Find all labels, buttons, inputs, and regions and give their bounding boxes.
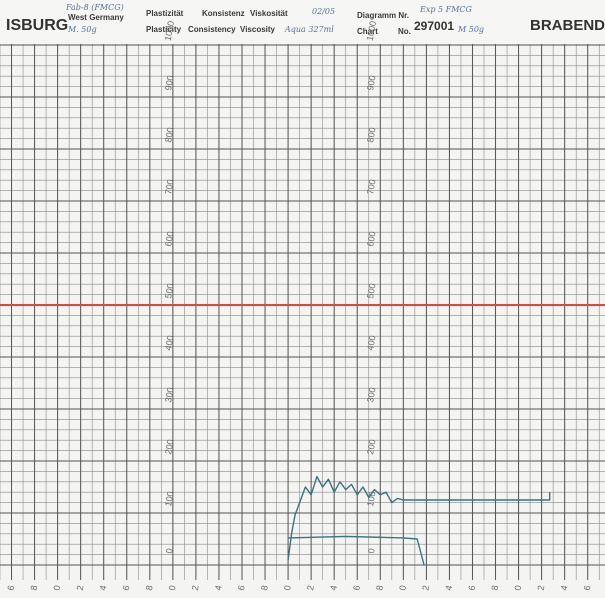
plasticity-de: Plastizität — [146, 9, 184, 18]
viscosity-en: Viscosity — [240, 25, 276, 34]
water: Aqua 327ml — [284, 25, 334, 34]
date: 02/05 — [312, 7, 335, 16]
chart-no-de: Diagramm Nr. — [357, 11, 409, 20]
viscosity-de: Viskosität — [250, 9, 288, 18]
experiment: Exp 5 FMCG — [419, 5, 473, 14]
consistency-en: Consistency — [188, 25, 236, 34]
paper — [0, 0, 605, 598]
mass-left: M. 50g — [67, 25, 97, 34]
consistency-de: Konsistenz — [202, 9, 245, 18]
right-brand: BRABENDE — [530, 17, 605, 34]
sample: Fab-8 (FMCG) — [65, 3, 124, 12]
chart-number: 297001 — [414, 19, 454, 33]
chart-paper: ISBURG West Germany Fab-8 (FMCG) M. 50g … — [0, 0, 605, 598]
no-en: No. — [398, 27, 411, 36]
left-brand: ISBURG — [6, 17, 68, 34]
mass-right: M 50g — [457, 25, 484, 34]
country: West Germany — [68, 13, 124, 22]
